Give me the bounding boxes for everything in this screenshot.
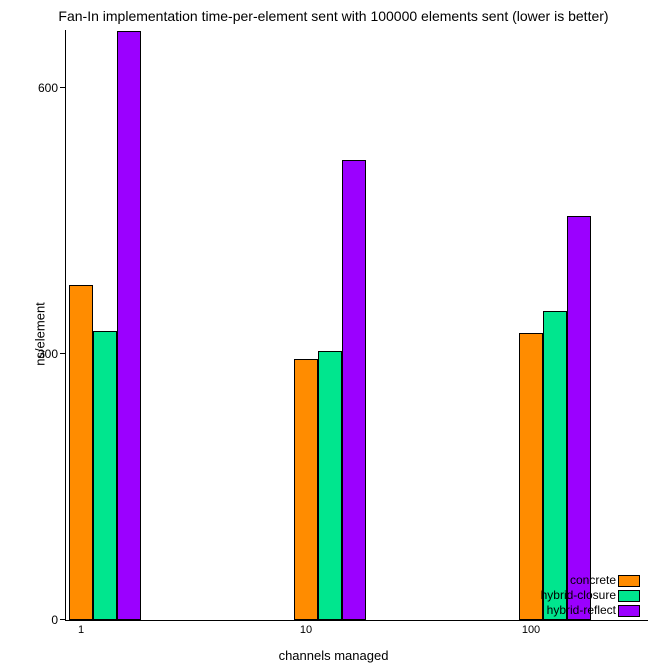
y-tick — [60, 619, 66, 620]
bar — [519, 333, 543, 620]
legend: concretehybrid-closurehybrid-reflect — [541, 573, 640, 618]
y-tick — [60, 87, 66, 88]
chart-container: Fan-In implementation time-per-element s… — [0, 0, 667, 667]
x-tick-label: 1 — [78, 624, 84, 636]
y-tick-label: 600 — [38, 81, 58, 95]
bar — [342, 160, 366, 620]
bar — [294, 359, 318, 620]
bar — [318, 351, 342, 620]
legend-item: concrete — [541, 573, 640, 588]
legend-label: hybrid-closure — [541, 588, 616, 603]
x-tick-label: 100 — [522, 624, 540, 636]
legend-swatch — [618, 590, 640, 602]
plot-area: 0300600 110100 concretehybrid-closurehyb… — [65, 30, 648, 621]
x-axis-label: channels managed — [279, 648, 389, 663]
chart-title: Fan-In implementation time-per-element s… — [58, 8, 608, 24]
legend-swatch — [618, 605, 640, 617]
legend-swatch — [618, 575, 640, 587]
legend-label: concrete — [570, 573, 616, 588]
y-tick-label: 300 — [38, 347, 58, 361]
bar — [567, 216, 591, 620]
y-tick-label: 0 — [51, 613, 58, 627]
bar — [69, 285, 93, 620]
bar — [117, 31, 141, 620]
legend-item: hybrid-closure — [541, 588, 640, 603]
legend-label: hybrid-reflect — [547, 603, 616, 618]
y-tick — [60, 353, 66, 354]
x-tick-label: 10 — [300, 624, 312, 636]
bar — [93, 331, 117, 620]
legend-item: hybrid-reflect — [541, 603, 640, 618]
